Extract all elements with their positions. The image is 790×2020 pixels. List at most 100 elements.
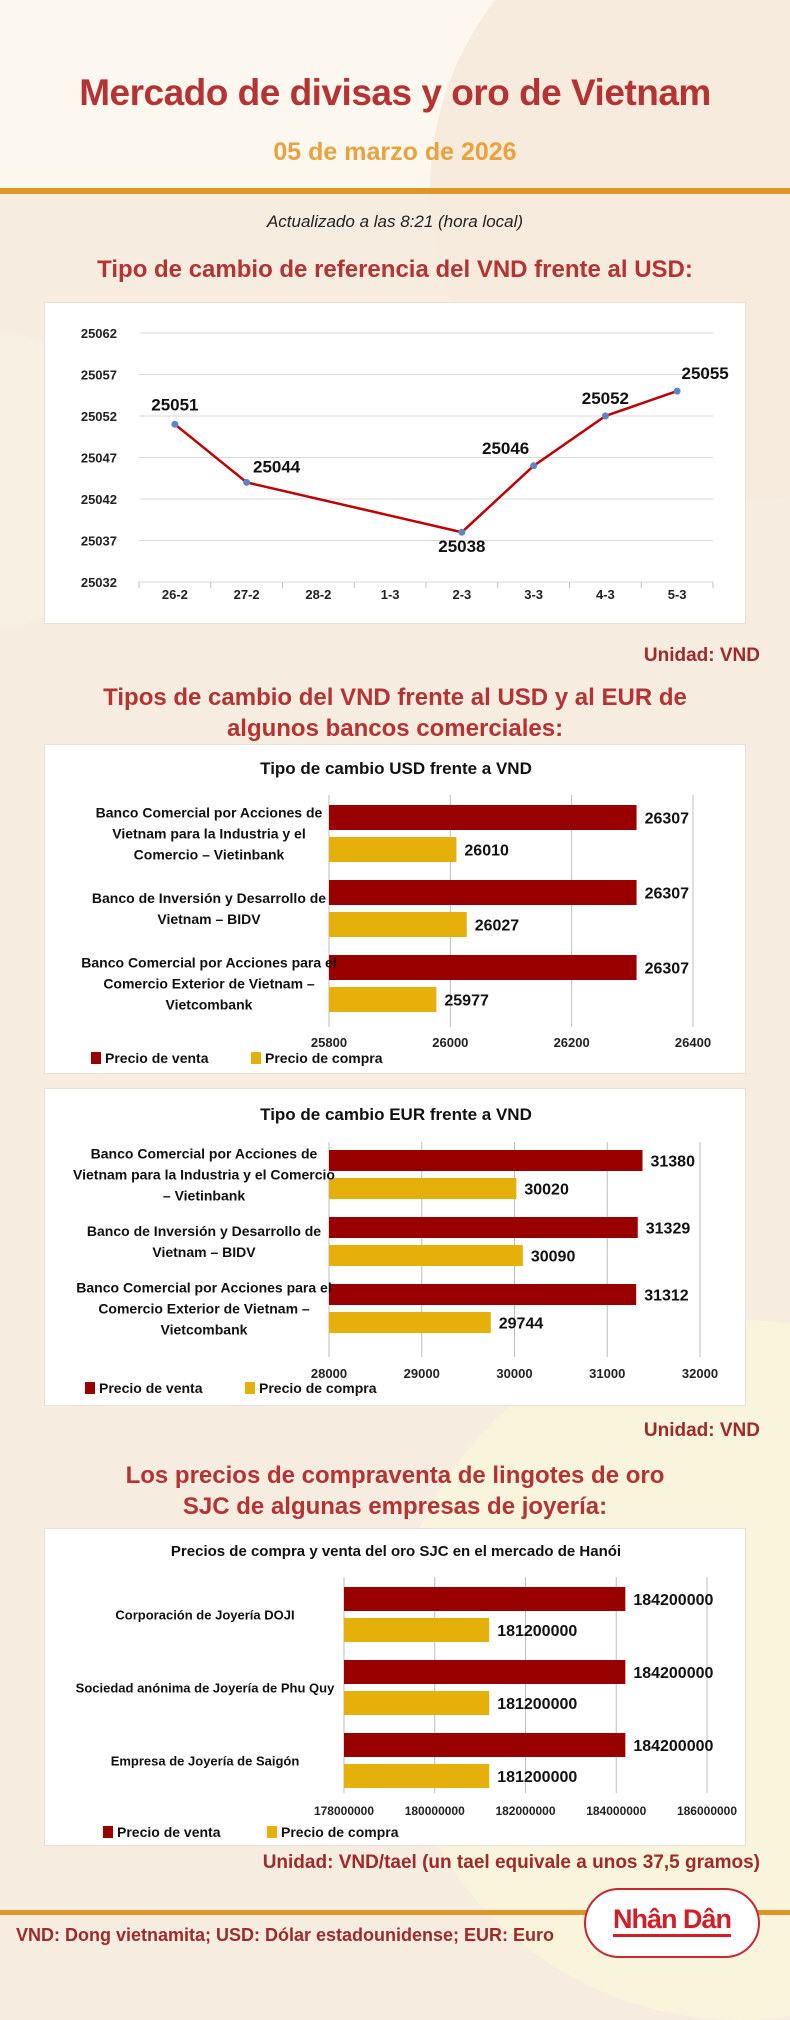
x-tick-label: 25800	[311, 1035, 347, 1050]
x-tick-label: 186000000	[677, 1804, 737, 1818]
category-label: Banco Comercial por Acciones para el	[81, 955, 336, 971]
y-tick-label: 25047	[81, 451, 117, 466]
page-date: 05 de marzo de 2026	[273, 138, 517, 166]
unit-label-gold: Unidad: VND/tael (un tael equivale a uno…	[262, 1852, 760, 1873]
category-label: Banco Comercial por Acciones de	[96, 805, 323, 821]
legend-swatch-buy	[245, 1382, 255, 1394]
sell-bar	[329, 1284, 637, 1305]
x-tick-label: 1-3	[381, 587, 400, 602]
buy-bar	[344, 1618, 490, 1642]
gold-bar-chart-svg: Precios de compra y venta del oro SJC en…	[76, 1543, 738, 1840]
value-label: 25977	[444, 993, 489, 1010]
value-label: 26307	[645, 886, 690, 903]
y-tick-label: 25062	[81, 326, 117, 341]
x-tick-label: 28000	[311, 1366, 347, 1381]
legend-sell: Precio de venta	[117, 1824, 221, 1840]
category-label: Banco de Inversión y Desarrollo de	[92, 890, 326, 906]
x-tick-label: 31000	[589, 1366, 625, 1381]
usd-bar-chart-svg: Tipo de cambio USD frente a VND 25800 2600…	[81, 759, 711, 1066]
category-label: Banco Comercial por Acciones de	[91, 1146, 318, 1162]
category-label: Vietnam para la Industria y el Comercio	[73, 1167, 335, 1183]
data-point	[601, 412, 609, 420]
legend-buy: Precio de compra	[281, 1824, 399, 1840]
nhan-dan-logo[interactable]: Nhân Dân	[584, 1888, 760, 1958]
data-point	[458, 528, 466, 536]
buy-bar	[329, 1312, 491, 1333]
data-label: 25046	[482, 439, 529, 458]
x-tick-label: 26000	[432, 1035, 468, 1050]
category-label: Sociedad anónima de Joyería de Phu Quy	[76, 1681, 335, 1696]
data-point	[171, 420, 179, 428]
x-tick-label: 27-2	[234, 587, 260, 602]
data-label: 25044	[253, 457, 301, 476]
reference-line-chart: 25032 25037 25042 25047 25052 25057 25062 26-2 2…	[44, 302, 746, 624]
category-label: – Vietinbank	[163, 1188, 245, 1204]
category-label: Corporación de Joyería DOJI	[115, 1608, 294, 1623]
section-heading-banks-line1: Tipos de cambio del VND frente al USD y …	[103, 684, 687, 711]
category-label: Vietnam – BIDV	[157, 911, 261, 927]
sell-bar	[329, 805, 637, 830]
value-label: 181200000	[497, 1696, 577, 1713]
legend-swatch-sell	[85, 1382, 95, 1394]
x-tick-label: 2-3	[452, 587, 471, 602]
category-label: Vietcombank	[161, 1322, 248, 1338]
legend-swatch-buy	[251, 1052, 261, 1064]
value-label: 26010	[464, 843, 509, 860]
section-heading-gold-line1: Los precios de compraventa de lingotes d…	[125, 1462, 665, 1489]
sell-bar	[329, 880, 637, 905]
x-tick-label: 184000000	[586, 1804, 646, 1818]
x-tick-label: 178000000	[314, 1804, 374, 1818]
data-point	[530, 462, 538, 470]
value-label: 26307	[645, 811, 690, 828]
buy-bar	[329, 837, 457, 862]
chart-title: Tipo de cambio EUR frente a VND	[260, 1105, 532, 1124]
updated-time: Actualizado a las 8:21 (hora local)	[266, 212, 524, 231]
x-tick-label: 28-2	[305, 587, 331, 602]
gold-bar-chart: Precios de compra y venta del oro SJC en…	[44, 1528, 746, 1846]
x-tick-label: 30000	[496, 1366, 532, 1381]
buy-bar	[329, 1245, 523, 1266]
legend-sell: Precio de venta	[105, 1050, 209, 1066]
x-tick-label: 26-2	[162, 587, 188, 602]
sell-bar	[329, 1217, 638, 1238]
chart-title: Precios de compra y venta del oro SJC en…	[171, 1543, 621, 1560]
data-label: 25051	[151, 395, 198, 414]
footer-divider	[0, 1910, 790, 1915]
value-label: 26307	[645, 961, 690, 978]
category-label: Comercio Exterior de Vietnam –	[98, 1301, 310, 1317]
logo-text: Nhân Dân	[612, 1904, 732, 1937]
x-tick-label: 32000	[682, 1366, 718, 1381]
x-tick-label: 5-3	[668, 587, 687, 602]
x-tick-label: 26200	[554, 1035, 590, 1050]
buy-bar	[329, 912, 467, 937]
x-tick-label: 26400	[675, 1035, 711, 1050]
category-label: Vietnam – BIDV	[152, 1244, 256, 1260]
data-label: 25038	[438, 537, 485, 556]
value-label: 30020	[524, 1182, 569, 1199]
eur-bar-chart-svg: Tipo de cambio EUR frente a VND 28000 2900…	[73, 1105, 718, 1396]
divider	[0, 188, 790, 194]
section-heading-reference: Tipo de cambio de referencia del VND fre…	[97, 256, 693, 283]
buy-bar	[329, 987, 437, 1012]
value-label: 184200000	[633, 1592, 713, 1609]
y-tick-label: 25042	[81, 492, 117, 507]
y-tick-label: 25032	[81, 575, 117, 590]
sell-bar	[344, 1587, 626, 1611]
value-label: 181200000	[497, 1769, 577, 1786]
sell-bar	[344, 1660, 626, 1684]
page-title: Mercado de divisas y oro de Vietnam	[79, 72, 711, 113]
value-label: 31380	[650, 1154, 695, 1171]
category-label: Banco de Inversión y Desarrollo de	[87, 1223, 321, 1239]
legend-buy: Precio de compra	[265, 1050, 383, 1066]
sell-bar	[344, 1733, 626, 1757]
category-label: Vietcombank	[166, 997, 253, 1013]
x-tick-label: 3-3	[524, 587, 543, 602]
category-label: Comercio Exterior de Vietnam –	[103, 976, 315, 992]
category-label: Comercio – Vietinbank	[134, 847, 285, 863]
x-tick-label: 29000	[404, 1366, 440, 1381]
unit-label: Unidad: VND	[643, 645, 760, 666]
buy-bar	[344, 1764, 490, 1788]
value-label: 30090	[531, 1249, 576, 1266]
abbreviation-legend: VND: Dong vietnamita; USD: Dólar estadou…	[16, 1925, 555, 1945]
legend-swatch-sell	[91, 1052, 101, 1064]
